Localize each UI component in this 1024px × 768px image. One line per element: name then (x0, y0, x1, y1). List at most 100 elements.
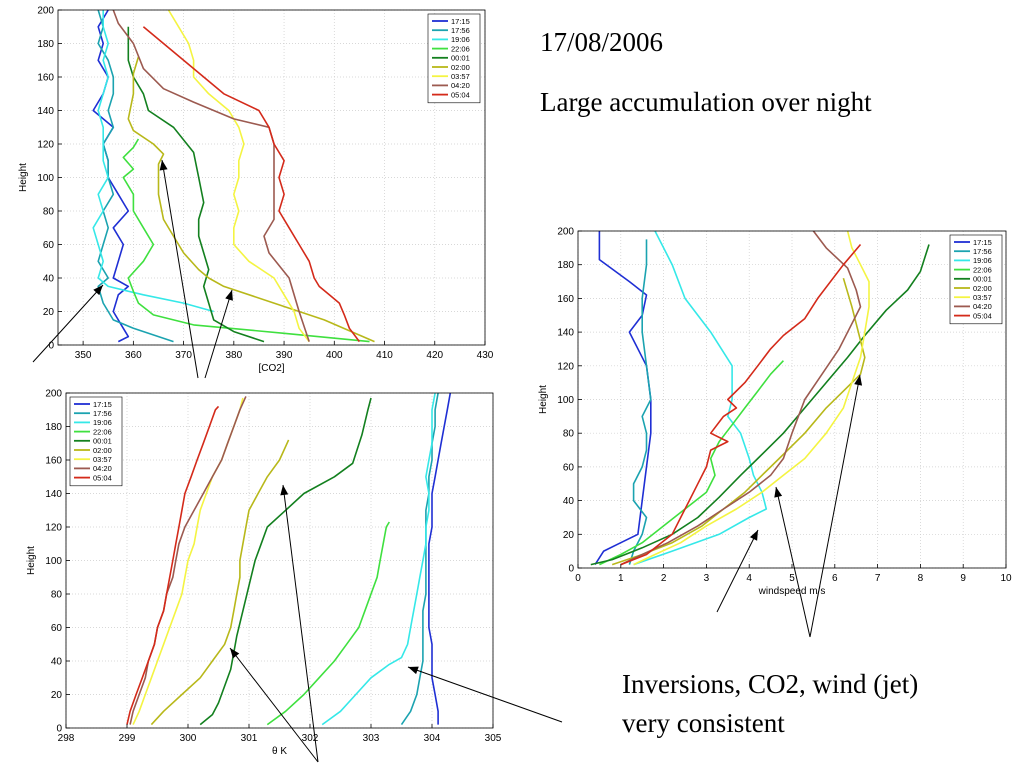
y-tick-label: 60 (43, 240, 55, 251)
annotation-arrowhead-icon (774, 487, 783, 498)
x-tick-label: 7 (875, 573, 881, 584)
legend-label: 05:04 (451, 90, 470, 99)
legend: 17:1517:5619:0622:0600:0102:0003:5704:20… (949, 234, 1003, 325)
series-line-0001 (590, 244, 930, 566)
x-tick-label: 0 (575, 573, 581, 584)
y-tick-label: 40 (43, 274, 55, 285)
series-line-2206 (266, 521, 390, 726)
legend-label: 05:04 (93, 473, 112, 482)
y-tick-label: 100 (37, 173, 54, 184)
legend: 17:1517:5619:0622:0600:0102:0003:5704:20… (427, 13, 481, 104)
annotation-arrowhead-icon (408, 666, 419, 675)
y-tick-label: 100 (45, 556, 62, 567)
legend-label: 17:56 (973, 247, 992, 256)
legend-label: 00:01 (973, 275, 992, 284)
x-tick-label: 10 (1000, 573, 1012, 584)
y-tick-label: 140 (557, 328, 574, 339)
series-line-1756 (400, 392, 439, 726)
y-tick-label: 160 (37, 73, 54, 84)
y-tick-label: 100 (557, 395, 574, 406)
x-tick-label: 390 (276, 350, 293, 361)
annotation-arrow-line (809, 374, 861, 638)
legend-label: 03:57 (451, 72, 470, 81)
y-axis-label: Height (18, 163, 29, 192)
x-tick-label: 410 (376, 350, 393, 361)
y-tick-label: 180 (45, 422, 62, 433)
series-line-1906 (321, 392, 436, 726)
series-line-0200 (127, 56, 375, 343)
y-tick-label: 120 (37, 140, 54, 151)
legend-label: 03:57 (973, 293, 992, 302)
y-tick-label: 200 (37, 6, 54, 17)
x-tick-label: 380 (225, 350, 242, 361)
series-line-0420 (620, 230, 862, 566)
legend-label: 22:06 (93, 427, 112, 436)
y-axis-label: Height (538, 385, 549, 414)
y-tick-label: 40 (51, 657, 63, 668)
legend-label: 19:06 (451, 35, 470, 44)
x-tick-label: 300 (180, 733, 197, 744)
series-line-0504 (126, 405, 220, 725)
slide-note-line-1: Inversions, CO2, wind (jet) (622, 669, 919, 699)
legend-label: 17:15 (93, 400, 112, 409)
x-axis-label: windspeed m/s (758, 586, 826, 597)
annotation-arrow-line (32, 284, 104, 363)
annotation-arrowhead-icon (854, 375, 863, 386)
series-line-0504 (620, 243, 862, 566)
y-tick-label: 60 (51, 623, 63, 634)
series-line-0357 (167, 9, 310, 343)
x-tick-label: 305 (485, 733, 502, 744)
series-line-0420 (112, 9, 310, 342)
legend-label: 02:00 (973, 284, 992, 293)
x-axis-label: θ K (272, 746, 287, 757)
series-line-0420 (129, 396, 247, 725)
series-line-1906 (633, 230, 768, 566)
x-tick-label: 360 (125, 350, 142, 361)
legend-label: 05:04 (973, 311, 992, 320)
legend-label: 17:56 (93, 409, 112, 418)
y-tick-label: 200 (557, 227, 574, 238)
y-tick-label: 80 (51, 590, 63, 601)
annotation-arrowhead-icon (159, 160, 168, 171)
annotation-arrow-line (204, 289, 233, 379)
x-tick-label: 350 (75, 350, 92, 361)
x-tick-label: 301 (241, 733, 258, 744)
legend-label: 03:57 (93, 455, 112, 464)
x-tick-label: 304 (424, 733, 441, 744)
annotation-arrowhead-icon (280, 485, 289, 496)
legend-label: 02:00 (93, 446, 112, 455)
y-tick-label: 0 (568, 564, 574, 575)
legend-label: 19:06 (93, 418, 112, 427)
legend-label: 17:15 (973, 238, 992, 247)
series-line-0357 (633, 230, 870, 566)
x-tick-label: 370 (175, 350, 192, 361)
slide-subtitle: Large accumulation over night (540, 87, 872, 117)
x-tick-label: 1 (618, 573, 624, 584)
y-tick-label: 20 (51, 690, 63, 701)
x-axis-label: [CO2] (258, 363, 284, 374)
annotation-arrow-line (407, 666, 563, 723)
legend-label: 00:01 (451, 54, 470, 63)
series-line-0504 (142, 26, 361, 343)
y-tick-label: 160 (45, 456, 62, 467)
series-line-1756 (628, 239, 652, 565)
y-tick-label: 120 (557, 361, 574, 372)
annotation-arrowhead-icon (225, 290, 233, 301)
x-tick-label: 302 (302, 733, 319, 744)
x-tick-label: 2 (661, 573, 667, 584)
x-tick-label: 3 (704, 573, 710, 584)
annotation-arrow-line (282, 484, 319, 763)
y-tick-label: 20 (43, 307, 55, 318)
x-tick-label: 298 (58, 733, 75, 744)
y-tick-label: 160 (557, 294, 574, 305)
series-line-0200 (150, 439, 290, 726)
legend: 17:1517:5619:0622:0600:0102:0003:5704:20… (69, 396, 123, 487)
y-axis-label: Height (26, 546, 37, 575)
annotation-arrows (32, 159, 863, 763)
legend-label: 04:20 (93, 464, 112, 473)
annotation-arrow-line (775, 486, 811, 638)
legend-label: 22:06 (451, 44, 470, 53)
y-tick-label: 120 (45, 523, 62, 534)
legend-label: 22:06 (973, 265, 992, 274)
